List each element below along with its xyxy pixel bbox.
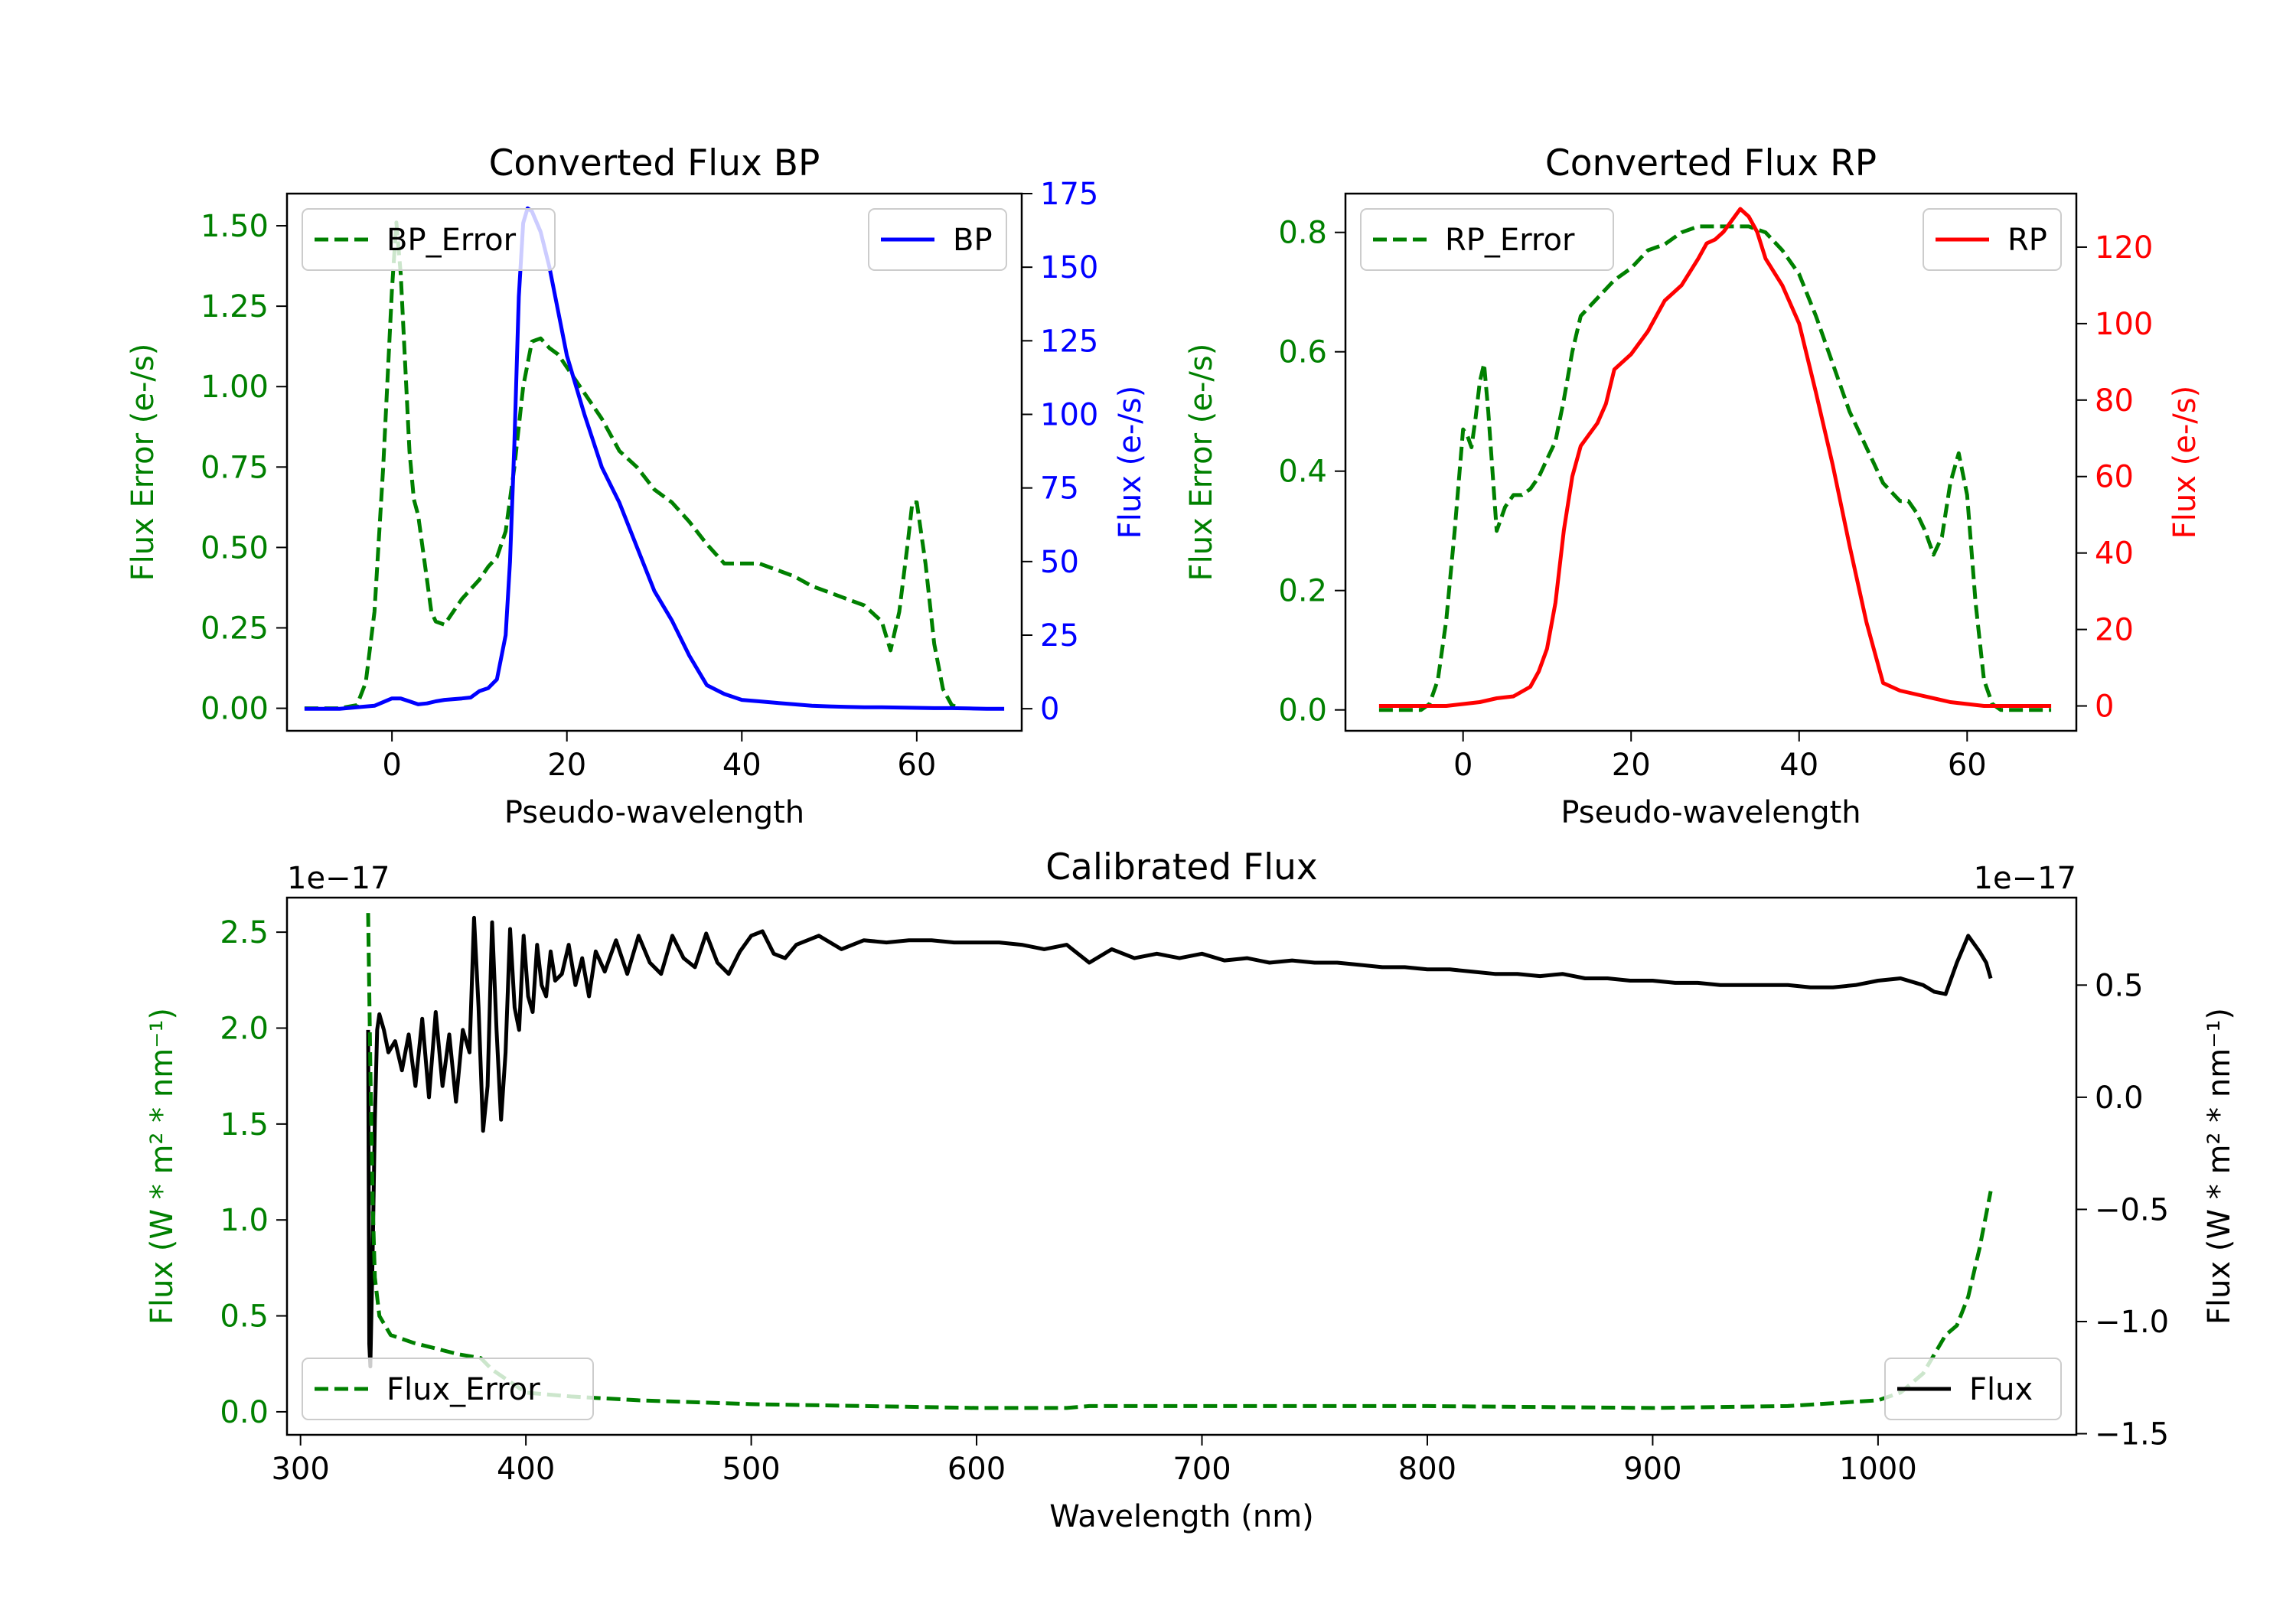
y-right-tick-label: −0.5: [2095, 1192, 2169, 1227]
x-tick-label: 900: [1623, 1452, 1681, 1487]
y-right-tick-label: 100: [1040, 397, 1098, 432]
y-left-tick-label: 0.2: [1278, 574, 1327, 609]
chart-title: Calibrated Flux: [1045, 846, 1318, 888]
chart-panel-1: 0 20 40 60 0.00 0.25 0.50 0.75 1.00 1.25 1.50 0 25 50…: [126, 142, 1148, 830]
y-right-tick-label: 100: [2095, 307, 2153, 342]
plot-frame: [285, 192, 1023, 732]
legend-bp-error: BP_Error: [302, 208, 556, 271]
series-line-flux: [366, 915, 1993, 1369]
y-right-tick-label: 75: [1040, 471, 1079, 507]
y-right-tick-label: −1.0: [2095, 1305, 2169, 1340]
y-left-tick-label: 0.0: [220, 1395, 269, 1430]
y-right-axis-label: Flux (W * m² * nm⁻¹): [2202, 1008, 2237, 1325]
legend-box: [302, 208, 556, 271]
y-right-tick-label: 80: [2095, 383, 2134, 419]
y-left-axis-label: Flux Error (e-/s): [1184, 344, 1219, 582]
y-left-axis-label: Flux (W * m² * nm⁻¹): [145, 1008, 180, 1325]
y-right-axis-label: Flux (e-/s): [1113, 386, 1148, 539]
legend-box: [868, 208, 1007, 271]
legend-label: BP: [953, 223, 993, 258]
y-left-tick-label: 0.75: [201, 450, 269, 485]
y-left-tick-label: 1.0: [220, 1203, 269, 1238]
y-left-tick-label: 0.4: [1278, 455, 1327, 490]
x-axis-label: Wavelength (nm): [1049, 1499, 1314, 1534]
legend-box: [1360, 208, 1614, 271]
x-tick-label: 300: [271, 1452, 329, 1487]
y-right-axis-label: Flux (e-/s): [2167, 386, 2203, 539]
x-axis-label: Pseudo-wavelength: [1561, 795, 1861, 830]
x-tick-label: 400: [497, 1452, 555, 1487]
legend-box: [302, 1358, 594, 1420]
plot-frame: [285, 896, 2078, 1436]
x-tick-label: 600: [947, 1452, 1006, 1487]
legend-label: RP_Error: [1445, 223, 1575, 258]
y-right-tick-label: 0: [2095, 689, 2114, 725]
legend-label: BP_Error: [386, 223, 517, 258]
y-right-tick-label: 125: [1040, 324, 1098, 359]
y-left-tick-label: 1.50: [201, 209, 269, 244]
y-right-tick-label: −1.5: [2095, 1417, 2169, 1452]
y-right-tick-label: 0: [1040, 692, 1059, 727]
y-right-tick-label: 0.5: [2095, 968, 2144, 1003]
y-right-tick-label: 20: [2095, 613, 2134, 648]
plot-frame: [1344, 192, 2078, 732]
y-left-tick-label: 2.5: [220, 915, 269, 950]
legend-box: [1923, 208, 2062, 271]
y-left-tick-label: 0.00: [201, 692, 269, 727]
x-tick-label: 20: [1612, 748, 1651, 783]
y-left-tick-label: 1.5: [220, 1107, 269, 1143]
x-tick-label: 500: [722, 1452, 780, 1487]
legend-bp: BP: [868, 208, 1007, 271]
legend-rp: RP: [1923, 208, 2062, 271]
x-tick-label: 40: [722, 748, 762, 783]
legend-flux: Flux: [1884, 1358, 2062, 1420]
y-left-tick-label: 0.25: [201, 611, 269, 646]
y-right-tick-label: 120: [2095, 230, 2153, 266]
legend-label: RP: [2007, 223, 2047, 258]
x-tick-label: 800: [1398, 1452, 1456, 1487]
x-tick-label: 60: [897, 748, 936, 783]
legend-flux-error: Flux_Error: [302, 1358, 594, 1420]
chart-panel-2: 0 20 40 60 0.0 0.2 0.4 0.6 0.8 0 20 40 60 80 100 120 Con…: [1184, 142, 2203, 830]
x-tick-label: 40: [1779, 748, 1818, 783]
legend-label: Flux: [1969, 1372, 2033, 1407]
y-right-tick-label: 60: [2095, 460, 2134, 495]
y-left-tick-label: 0.6: [1278, 335, 1327, 370]
y-right-tick-label: 0.0: [2095, 1081, 2144, 1116]
series-line-rp: [1378, 207, 2052, 708]
chart-panel-3: 300 400 500 600 700 800 900 1000 0.0 0.5 1.0 1.5 2.0…: [145, 846, 2237, 1534]
x-tick-label: 20: [547, 748, 586, 783]
y-left-tick-label: 1.00: [201, 370, 269, 405]
y-left-tick-label: 0.50: [201, 530, 269, 566]
series-line-bp-error: [304, 220, 961, 711]
x-tick-label: 0: [1453, 748, 1473, 783]
legend-rp-error: RP_Error: [1360, 208, 1614, 271]
series-line-flux-error: [366, 913, 1993, 1410]
series-line-bp: [304, 206, 1005, 711]
y-left-tick-label: 0.5: [220, 1299, 269, 1335]
series-line-rp-error: [1378, 224, 2052, 712]
x-tick-label: 1000: [1839, 1452, 1917, 1487]
y-left-axis-label: Flux Error (e-/s): [126, 344, 161, 582]
y-right-tick-label: 50: [1040, 545, 1079, 580]
legend-box: [1884, 1358, 2062, 1420]
legend-label: Flux_Error: [386, 1372, 540, 1407]
x-tick-label: 0: [382, 748, 401, 783]
y-left-tick-label: 0.0: [1278, 693, 1327, 729]
y-right-tick-label: 25: [1040, 618, 1079, 654]
y-right-tick-label: 150: [1040, 250, 1098, 285]
chart-title: Converted Flux BP: [489, 142, 820, 184]
y-right-tick-label: 175: [1040, 177, 1098, 212]
y-left-tick-label: 2.0: [220, 1011, 269, 1046]
x-tick-label: 700: [1172, 1452, 1231, 1487]
y-left-tick-label: 1.25: [201, 289, 269, 324]
chart-title: Converted Flux RP: [1545, 142, 1877, 184]
offset-label-left: 1e−17: [287, 861, 390, 896]
x-axis-label: Pseudo-wavelength: [504, 795, 804, 830]
y-left-tick-label: 0.8: [1278, 216, 1327, 251]
offset-label-right: 1e−17: [1974, 861, 2076, 896]
y-right-tick-label: 40: [2095, 536, 2134, 572]
x-tick-label: 60: [1948, 748, 1987, 783]
